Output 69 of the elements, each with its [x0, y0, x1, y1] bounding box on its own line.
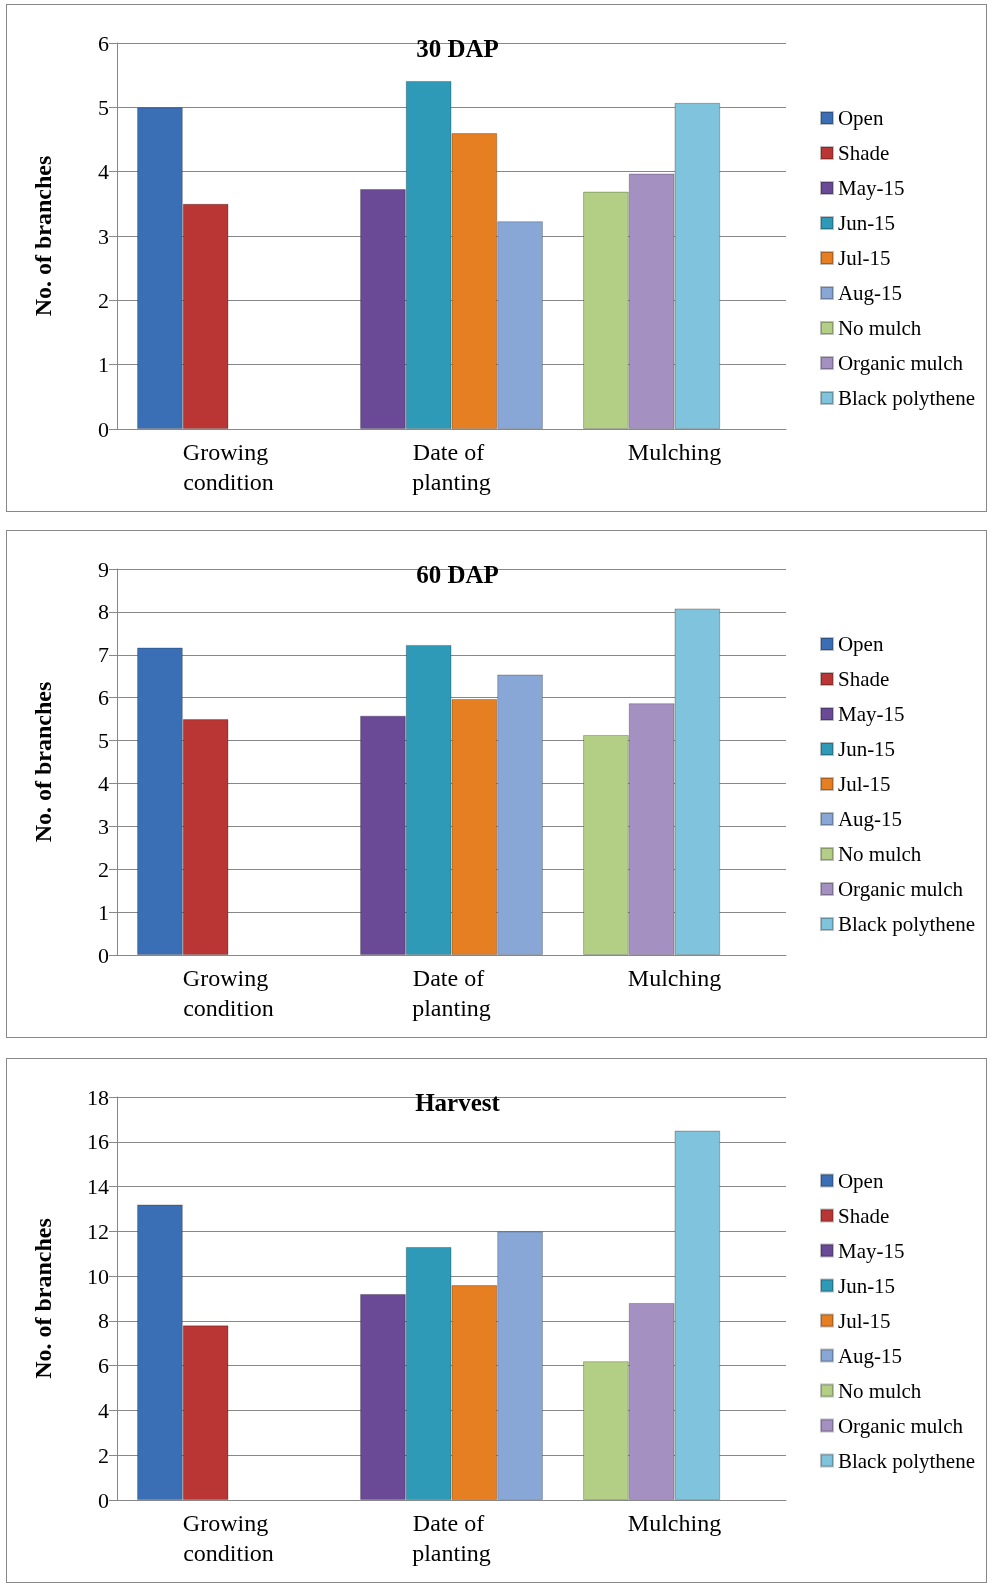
legend-label: Jul-15: [837, 246, 891, 270]
legend-label: Open: [837, 1168, 884, 1193]
legend-label: Open: [837, 106, 884, 130]
y-tick-label: 6: [98, 685, 109, 711]
legend-label: Black polythene: [837, 386, 975, 410]
legend-label: Jun-15: [837, 737, 896, 761]
legend-label: Organic mulch: [837, 1413, 964, 1438]
legend-label: No mulch: [837, 1378, 922, 1403]
y-tick-label: 4: [98, 1397, 109, 1423]
legend-label: Jun-15: [837, 211, 896, 235]
legend-label: Aug-15: [837, 281, 903, 305]
chart-title: Harvest: [415, 1089, 501, 1116]
y-tick-label: 6: [98, 1353, 109, 1379]
y-tick-label: 18: [87, 1084, 109, 1110]
y-tick-label: 12: [87, 1218, 109, 1244]
x-tick-label: Date of planting: [412, 1510, 491, 1566]
x-tick-label: Growing condition: [182, 1510, 275, 1566]
legend-label: Organic mulch: [837, 877, 964, 901]
y-tick-label: 2: [98, 287, 109, 313]
x-tick-label: Mulching: [627, 965, 722, 991]
chart-title: 60 DAP: [416, 561, 499, 588]
legend-label: Jun-15: [837, 1273, 896, 1298]
legend-label: Jul-15: [837, 772, 891, 796]
y-tick-label: 1: [98, 899, 109, 925]
y-tick-label: 0: [98, 942, 109, 968]
y-tick-label: 5: [98, 94, 109, 120]
y-tick-label: 4: [98, 770, 109, 796]
legend-label: May-15: [837, 1238, 905, 1263]
legend-label: Jul-15: [837, 1308, 891, 1333]
y-axis-title: No. of branches: [30, 681, 56, 843]
y-axis-title: No. of branches: [30, 1218, 56, 1379]
y-tick-label: 0: [98, 416, 109, 442]
legend-label: May-15: [837, 702, 905, 726]
y-tick-label: 8: [98, 599, 109, 625]
y-tick-label: 7: [98, 642, 109, 668]
y-tick-label: 8: [98, 1308, 109, 1334]
y-tick-label: 2: [98, 1442, 109, 1468]
x-tick-label: Growing condition: [182, 965, 275, 1021]
y-tick-label: 3: [98, 813, 109, 839]
y-tick-label: 3: [98, 223, 109, 249]
y-axis-title: No. of branches: [30, 155, 56, 317]
legend-label: Shade: [837, 141, 890, 165]
x-tick-label: Mulching: [627, 439, 722, 465]
y-tick-label: 5: [98, 728, 109, 754]
legend-label: Organic mulch: [837, 351, 964, 375]
legend-label: No mulch: [837, 842, 922, 866]
y-tick-label: 16: [87, 1129, 109, 1155]
x-tick-label: Mulching: [627, 1510, 722, 1536]
legend-label: Black polythene: [837, 1448, 975, 1473]
x-tick-label: Date of planting: [412, 439, 491, 495]
legend-label: May-15: [837, 176, 905, 200]
y-tick-label: 6: [98, 30, 109, 56]
legend-label: Shade: [837, 1203, 890, 1228]
chart-title: 30 DAP: [416, 35, 499, 62]
legend-label: Open: [837, 632, 884, 656]
y-tick-label: 2: [98, 856, 109, 882]
x-tick-label: Date of planting: [412, 965, 491, 1021]
y-tick-label: 9: [98, 556, 109, 582]
y-tick-label: 10: [87, 1263, 109, 1289]
y-tick-label: 14: [87, 1174, 109, 1200]
legend-label: Black polythene: [837, 912, 975, 936]
legend-label: Aug-15: [837, 1343, 903, 1368]
x-tick-label: Growing condition: [182, 439, 275, 495]
legend-label: Aug-15: [837, 807, 903, 831]
legend-label: No mulch: [837, 316, 922, 340]
y-tick-label: 0: [98, 1487, 109, 1513]
y-tick-label: 1: [98, 352, 109, 378]
legend-label: Shade: [837, 667, 890, 691]
y-tick-label: 4: [98, 159, 109, 185]
